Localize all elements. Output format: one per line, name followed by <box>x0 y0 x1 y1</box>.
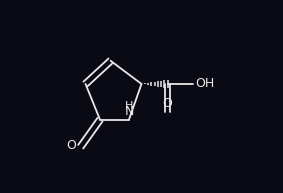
Text: N: N <box>124 105 134 118</box>
Text: O: O <box>163 97 173 110</box>
Text: OH: OH <box>196 77 215 91</box>
Text: H: H <box>125 101 133 111</box>
Text: O: O <box>66 139 76 152</box>
